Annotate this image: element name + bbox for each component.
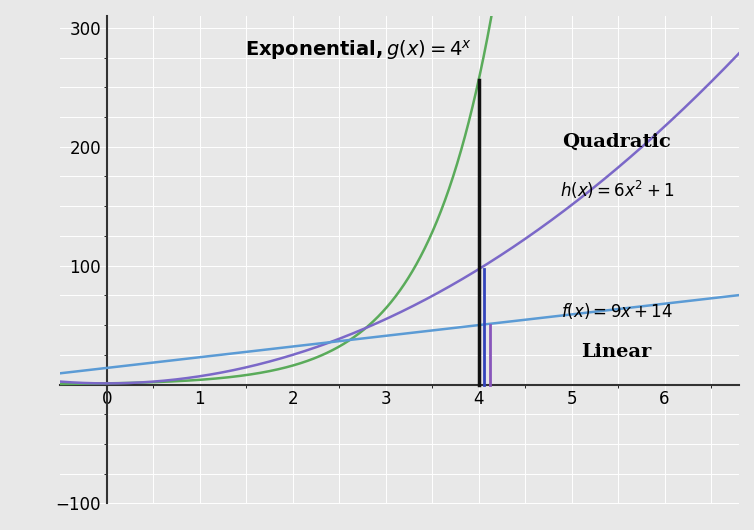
Text: $h(x) = 6x^2 + 1$: $h(x) = 6x^2 + 1$ [559, 179, 674, 201]
Text: Linear: Linear [581, 342, 652, 360]
Text: $\mathbf{Exponential,}$$g(x) = 4^{x}$: $\mathbf{Exponential,}$$g(x) = 4^{x}$ [245, 38, 473, 62]
Text: $f(x) = 9x + 14$: $f(x) = 9x + 14$ [561, 301, 673, 321]
Text: Quadratic: Quadratic [562, 133, 671, 151]
